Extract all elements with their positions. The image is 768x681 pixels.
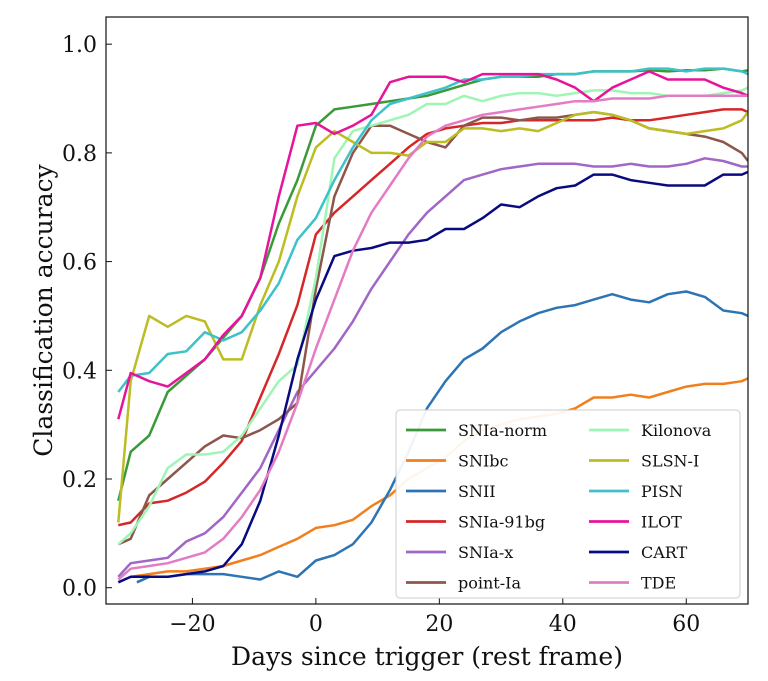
x-tick-label: −20 <box>169 612 215 637</box>
y-tick-label: 0.6 <box>62 251 97 276</box>
legend-label-ilot: ILOT <box>641 513 682 532</box>
series-line-cart <box>117 170 748 584</box>
series-layer <box>117 67 748 584</box>
y-axis-label: Classification accuracy <box>29 163 58 456</box>
series-line-tde <box>117 94 748 581</box>
x-tick-label: 20 <box>425 612 453 637</box>
y-tick-label: 1.0 <box>62 33 97 58</box>
legend-label-snii: SNII <box>458 482 496 501</box>
legend-label-kilonova: Kilonova <box>641 421 712 440</box>
series-line-ilot <box>117 70 748 420</box>
legend-label-pisn: PISN <box>641 482 683 501</box>
series-line-slsn-i <box>117 110 748 523</box>
series-line-pisn <box>117 67 748 393</box>
y-tick-label: 0.8 <box>62 142 97 167</box>
x-tick-label: 40 <box>549 612 577 637</box>
y-tick-label: 0.4 <box>62 359 97 384</box>
axis-ticks: −20 0 20 40 60 0.0 0.2 0.4 0.6 0.8 1.0 <box>62 33 700 637</box>
y-tick-label: 0.0 <box>62 577 97 602</box>
series-line-snia-norm <box>117 67 748 502</box>
legend-box <box>395 409 741 599</box>
legend-label-point-ia: point-Ia <box>458 574 521 593</box>
legend-label-snia-norm: SNIa-norm <box>458 421 547 440</box>
plot-frame <box>105 16 749 605</box>
legend-label-slsn-i: SLSN-I <box>641 452 699 471</box>
legend: SNIa-norm SNIbc SNII SNIa-91bg SNIa-x point-I… <box>395 409 741 599</box>
x-tick-label: 60 <box>672 612 700 637</box>
legend-label-snia-91bg: SNIa-91bg <box>458 513 545 532</box>
legend-label-tde: TDE <box>641 574 676 593</box>
x-axis-label: Days since trigger (rest frame) <box>231 642 623 671</box>
legend-label-snibc: SNIbc <box>458 452 509 471</box>
series-line-kilonova <box>117 86 748 546</box>
series-line-snia-x <box>117 157 748 578</box>
y-tick-label: 0.2 <box>62 468 97 493</box>
legend-label-snia-x: SNIa-x <box>458 543 513 562</box>
legend-label-cart: CART <box>641 543 688 562</box>
series-line-snii <box>136 290 748 584</box>
x-tick-label: 0 <box>309 612 323 637</box>
